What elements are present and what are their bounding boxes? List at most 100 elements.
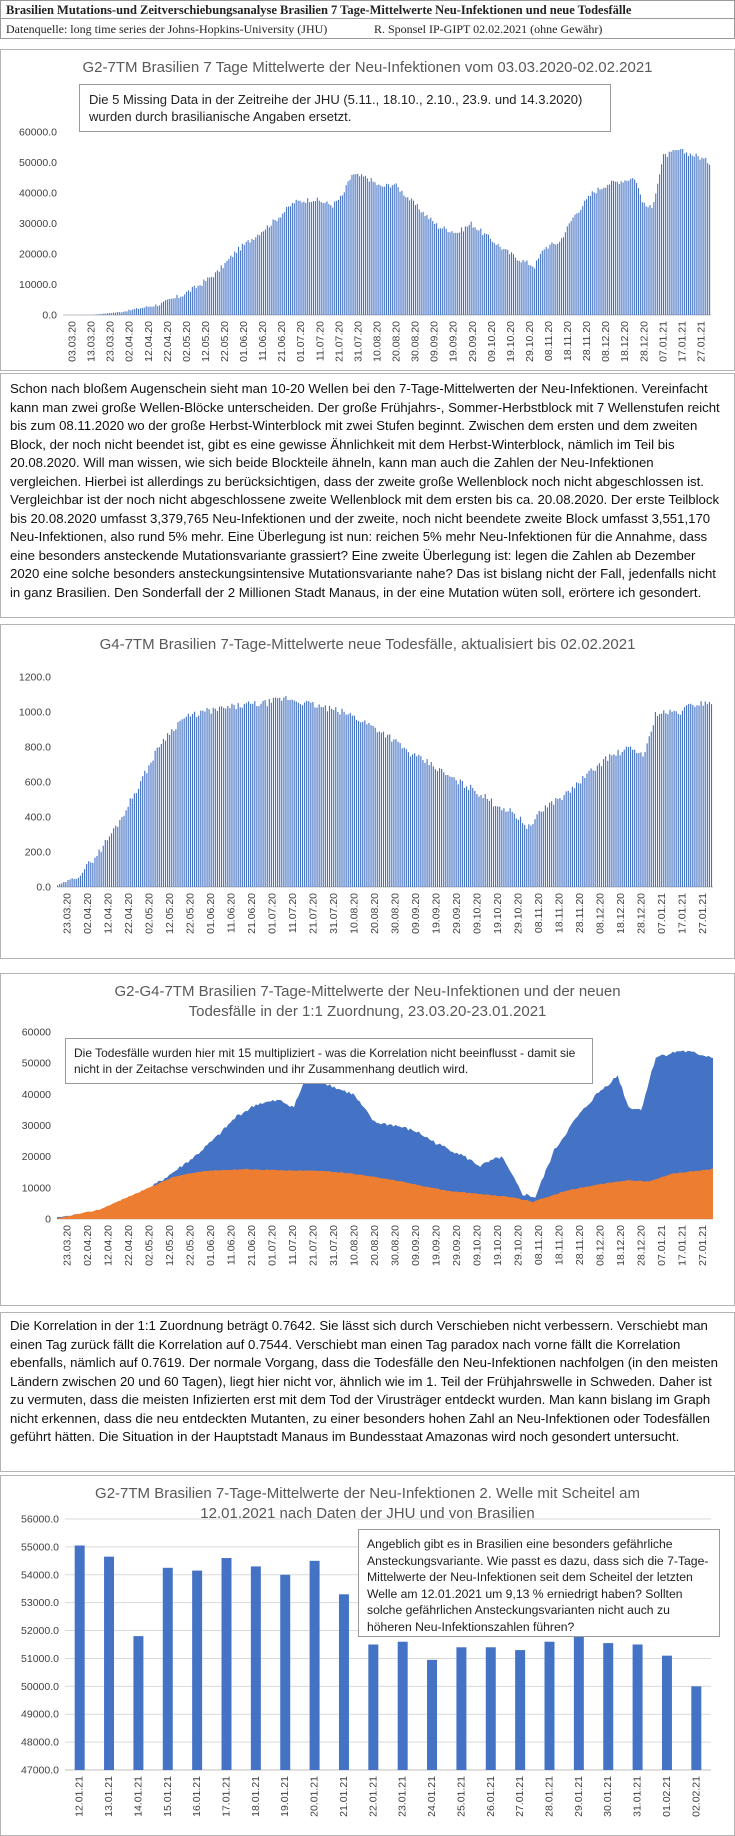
chart1-bar — [280, 217, 282, 315]
chart2-bar — [627, 747, 630, 887]
chart4-xtick-label: 19.01.21 — [279, 1776, 291, 1817]
chart2-bar — [102, 845, 104, 887]
chart1-bar — [291, 202, 293, 315]
chart2-bar — [673, 710, 675, 887]
chart1-bar — [284, 212, 286, 315]
chart1-bar — [574, 214, 576, 315]
chart1-bar — [309, 202, 311, 315]
chart2-bar — [484, 794, 486, 887]
chart1-xtick-label: 21.07.20 — [333, 321, 345, 362]
chart2-bar — [297, 702, 299, 887]
chart2-bar — [293, 700, 295, 887]
chart2-bar — [505, 811, 507, 887]
chart1-bar — [614, 181, 616, 315]
chart2-bar — [349, 712, 351, 887]
chart2-bar — [549, 802, 551, 887]
chart2-bar — [632, 749, 634, 887]
chart1-bar — [599, 189, 601, 315]
chart1-ytick-label: 50000.0 — [19, 157, 57, 169]
chart4-xtick-label: 24.01.21 — [426, 1776, 438, 1817]
chart1-bar — [149, 306, 151, 315]
chart4-xtick-label: 18.01.21 — [250, 1776, 262, 1817]
chart2-bar — [588, 770, 590, 887]
chart2-bar — [285, 695, 287, 887]
chart1-bar — [699, 159, 701, 315]
chart1-bar — [236, 253, 238, 315]
chart3-xtick-label: 20.08.20 — [369, 1225, 381, 1266]
chart1-bar — [303, 201, 305, 315]
chart1-bar — [355, 174, 357, 315]
chart1-bar — [641, 202, 643, 315]
chart1-bar — [337, 199, 340, 315]
chart1-xtick-label: 07.01.21 — [657, 321, 669, 362]
chart3-ytick-label: 20000 — [22, 1151, 51, 1163]
chart2-bar — [528, 824, 530, 887]
chart4-xtick-label: 27.01.21 — [514, 1776, 526, 1817]
chart2-bar — [706, 704, 708, 887]
chart1-xtick-label: 23.03.20 — [105, 321, 117, 362]
chart-panel-new-infections: G2-7TM Brasilien 7 Tage Mittelwerte der … — [0, 49, 735, 371]
chart2-xtick-label: 01.07.20 — [266, 893, 278, 934]
chart1-bar — [157, 306, 159, 315]
chart4-bar — [544, 1641, 555, 1770]
chart2-bar — [590, 768, 592, 887]
chart1-xtick-label: 18.11.20 — [562, 321, 574, 361]
chart3-xtick-label: 09.10.20 — [471, 1225, 483, 1266]
chart2-bar — [364, 720, 366, 887]
chart3-xtick-label: 12.04.20 — [102, 1225, 114, 1266]
chart2-xtick-label: 29.09.20 — [451, 893, 463, 934]
chart2-bar — [389, 734, 391, 887]
chart2-bar — [299, 704, 302, 887]
chart2-xtick-label: 28.11.20 — [574, 893, 586, 933]
chart4-xtick-label: 21.01.21 — [338, 1776, 350, 1817]
chart1-bar — [184, 294, 186, 315]
chart1-bar — [145, 306, 147, 315]
chart1-bar — [437, 228, 440, 315]
chart2-bar — [461, 780, 463, 887]
chart3-xtick-label: 02.05.20 — [143, 1225, 155, 1266]
chart2-bar — [418, 754, 420, 887]
chart2-bar — [202, 710, 204, 887]
chart2-bar — [430, 762, 432, 887]
chart3-xtick-label: 01.06.20 — [205, 1225, 217, 1266]
chart2-bar — [86, 864, 88, 887]
chart1-bar — [405, 197, 407, 315]
chart1-bar — [380, 185, 382, 315]
chart1-bar — [153, 306, 155, 315]
chart1-bar — [514, 257, 516, 315]
chart1-bar — [549, 244, 551, 315]
chart2-bar — [486, 798, 488, 887]
chart2-bar — [337, 711, 339, 887]
chart1-bar — [501, 249, 503, 315]
chart2-bar — [142, 776, 144, 887]
chart1-bar — [545, 246, 547, 315]
chart3-xtick-label: 29.10.20 — [512, 1225, 524, 1266]
chart1-bar — [276, 221, 278, 315]
chart2-bar — [324, 705, 326, 887]
chart2-bar — [411, 754, 414, 887]
chart1-bar — [564, 232, 566, 315]
chart2-bar — [441, 768, 443, 887]
chart2-bar — [457, 784, 459, 887]
chart1-bar — [707, 163, 709, 315]
chart1-bar — [457, 232, 459, 315]
chart1-bar — [505, 249, 507, 315]
chart4-bar — [368, 1644, 379, 1770]
chart1-bar — [701, 157, 703, 315]
chart1-bar — [341, 195, 343, 315]
chart2-bar — [704, 701, 706, 887]
chart1-bar — [312, 201, 315, 315]
chart1-bar — [107, 313, 109, 315]
chart2-bar — [110, 833, 113, 887]
chart2-ytick-label: 200.0 — [25, 847, 51, 859]
chart1-bar — [622, 182, 624, 315]
chart1-bar — [174, 298, 176, 315]
chart4-bar — [162, 1567, 173, 1770]
chart2-bar — [690, 703, 692, 887]
chart2-bar — [509, 808, 511, 887]
chart2-bar — [304, 702, 306, 887]
chart1-bar — [293, 203, 295, 315]
chart1-bar — [443, 226, 445, 315]
chart1-bar — [587, 195, 589, 315]
chart2-bar — [652, 725, 654, 887]
